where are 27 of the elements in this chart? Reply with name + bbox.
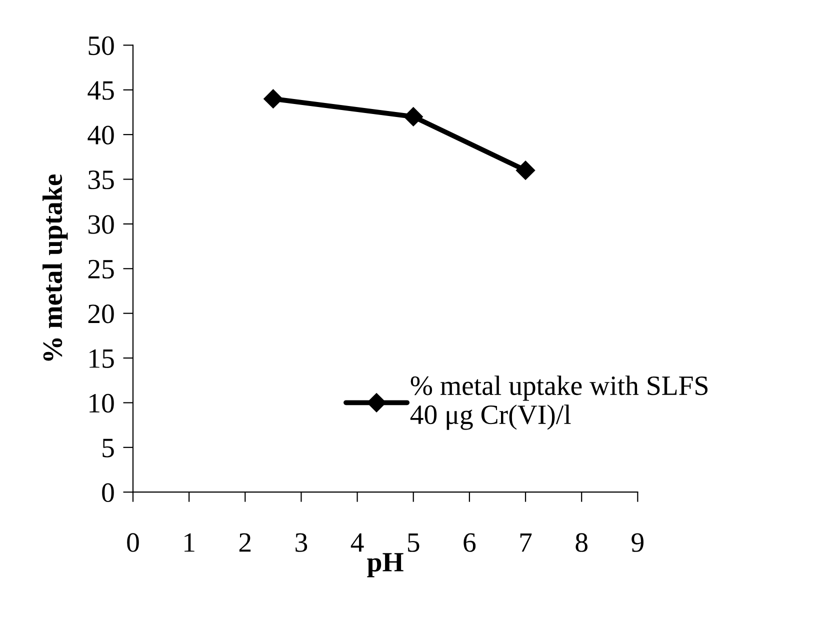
y-tick-label: 35 — [88, 170, 114, 190]
x-tick-label: 7 — [520, 533, 532, 552]
x-tick-label: 8 — [576, 533, 588, 552]
point — [516, 160, 536, 180]
y-tick-label: 20 — [88, 304, 114, 324]
x-tick-label: 1 — [184, 533, 194, 552]
x-tick-label: 0 — [127, 533, 139, 552]
point — [404, 107, 423, 126]
point — [264, 89, 283, 108]
y-tick-label: 40 — [88, 126, 114, 144]
y-tick-label: 15 — [90, 349, 114, 368]
y-tick-label: 50 — [88, 36, 114, 56]
x-tick-label: 5 — [408, 533, 420, 552]
y-tick-label: 10 — [90, 394, 114, 413]
y-axis-title: % metal uptake — [42, 174, 68, 361]
y-tick-label: 0 — [102, 483, 114, 502]
x-axis-title: pH — [367, 553, 404, 578]
y-tick-label: 45 — [88, 81, 114, 100]
x-tick-label: 4 — [350, 533, 364, 552]
x-tick-label: 9 — [632, 533, 644, 552]
x-tick-label: 2 — [239, 533, 251, 552]
x-tick-label: 3 — [296, 533, 308, 552]
y-tick-label: 5 — [102, 438, 114, 458]
legend-label: % metal uptake with SLFS 40 μg Cr(VI)/l — [410, 376, 708, 430]
x-tick-label: 6 — [464, 533, 476, 552]
y-tick-label: 25 — [88, 260, 114, 279]
y-tick-label: 30 — [88, 215, 114, 234]
